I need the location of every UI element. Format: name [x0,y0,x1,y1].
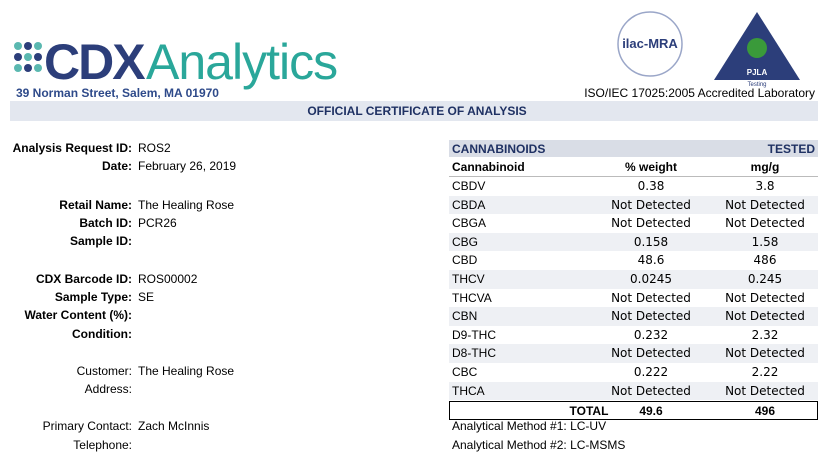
row-name: CBDV [452,179,486,193]
row-band [449,270,818,289]
column-header: % weight [624,160,677,174]
field-label: Sample ID: [69,234,132,248]
field-label: CDX Barcode ID: [35,272,132,286]
row-value: 0.38 [637,179,665,193]
field-value: SE [138,290,155,304]
row-value: 0.0245 [630,272,672,286]
pjla-globe [747,38,767,58]
row-band [449,195,818,215]
field-value: ROS2 [138,141,171,155]
method: Analytical Method #1: LC-UV [452,419,607,433]
field-label: Address: [84,382,132,396]
row-value: 2.32 [751,327,779,342]
total-box [449,401,818,421]
row-name: CBGA [452,216,487,231]
row-value: Not Detected [725,383,805,398]
field-label: Telephone: [73,438,132,452]
section-title: CANNABINOIDS [452,142,546,156]
title-bar [10,101,818,121]
column-header: Cannabinoid [452,160,525,174]
field-label: Retail Name: [59,198,132,212]
row-value: Not Detected [725,216,805,231]
field-value: The Healing Rose [138,198,235,212]
pjla-sub: Testing [747,82,766,88]
field-label: Sample Type: [54,290,132,304]
total-cell: 49.6 [639,404,663,419]
total-cell: 496 [754,404,776,419]
total-cell: TOTAL [569,404,609,419]
title: OFFICIAL CERTIFICATE OF ANALYSIS [307,104,526,118]
row-name: THCV [452,272,485,286]
row-name: THCVA [452,290,492,305]
row-name: CBN [452,309,478,324]
row-value: Not Detected [611,309,691,324]
cannabinoid-table: CANNABINOIDS TESTED Cannabinoid % weight mg/… [449,140,818,421]
row-band [449,381,818,401]
logo-dots [14,42,42,72]
header-rule [449,176,818,177]
section-status: TESTED [767,142,815,156]
field-label: Customer: [76,364,132,378]
row-name: THCA [452,383,485,398]
row-value: Not Detected [611,216,691,231]
row-value: Not Detected [611,197,691,212]
logo-analytics: Analytics [146,34,337,90]
row-value: 48.6 [637,253,665,268]
row-value: 486 [753,253,777,268]
row-band [449,232,818,252]
header: CDX Analytics ilac-MRA PJLA Testing 39 N… [10,11,818,121]
field-value: PCR26 [138,216,177,230]
row-name: CBD [452,253,478,268]
method: Analytical Method #2: LC-MSMS [452,438,626,452]
row-value: 2.22 [751,365,779,379]
row-name: D9-THC [452,327,496,342]
column-header: mg/g [750,160,780,174]
address: 39 Norman Street, Salem, MA 01970 [16,86,219,100]
row-value: 0.222 [633,365,669,379]
row-value: Not Detected [611,290,691,305]
field-value: The Healing Rose [138,364,235,378]
field-label: Water Content (%): [24,308,132,322]
field-label: Analysis Request ID: [12,141,132,155]
row-band [449,344,818,363]
row-name: CBDA [452,197,486,212]
row-name: CBC [452,365,478,379]
pjla-text: PJLA [747,68,768,77]
ilac-badge [617,11,683,77]
row-value: Not Detected [725,309,805,324]
row-value: 0.232 [633,327,669,342]
field-value: ROS00002 [138,272,198,286]
row-value: 0.158 [633,234,669,249]
ilac-text: ilac-MRA [622,36,678,51]
field-label: Date: [101,159,132,173]
section-bar [449,140,818,157]
row-value: Not Detected [611,346,691,361]
accreditation: ISO/IEC 17025:2005 Accredited Laboratory [584,86,815,100]
row-value: Not Detected [725,290,805,305]
row-name: D8-THC [452,346,496,361]
field-label: Condition: [72,327,132,341]
logo-cdx: CDX [44,34,145,90]
field-label: Batch ID: [79,216,132,230]
field-label: Primary Contact: [42,419,132,433]
field-value: February 26, 2019 [138,159,237,173]
row-value: 3.8 [755,179,775,193]
field-value: Zach McInnis [138,419,210,433]
row-name: CBG [452,234,479,249]
row-value: 0.245 [747,272,783,286]
row-value: Not Detected [725,197,805,212]
row-value: 1.58 [751,234,779,249]
row-band [449,307,818,326]
row-value: Not Detected [611,383,691,398]
row-value: Not Detected [725,346,805,361]
